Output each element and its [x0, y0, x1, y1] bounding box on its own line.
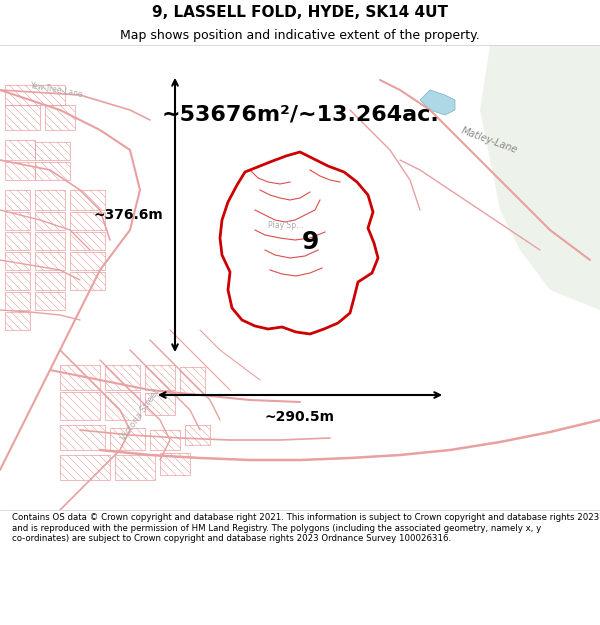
Text: Victoria Street: Victoria Street: [119, 388, 161, 442]
Text: 9, LASSELL FOLD, HYDE, SK14 4UT: 9, LASSELL FOLD, HYDE, SK14 4UT: [152, 5, 448, 20]
Text: Map shows position and indicative extent of the property.: Map shows position and indicative extent…: [120, 29, 480, 42]
Bar: [110, 428, 145, 450]
Bar: [5, 162, 35, 180]
Bar: [5, 252, 30, 270]
Bar: [35, 190, 65, 210]
Bar: [115, 455, 155, 480]
Bar: [5, 190, 30, 210]
Text: ~53676m²/~13.264ac.: ~53676m²/~13.264ac.: [161, 105, 439, 125]
Bar: [35, 252, 65, 270]
Bar: [5, 312, 30, 330]
Bar: [35, 212, 65, 230]
Bar: [70, 232, 105, 250]
Bar: [35, 142, 70, 160]
Bar: [35, 162, 70, 180]
Bar: [160, 453, 190, 475]
Text: Contains OS data © Crown copyright and database right 2021. This information is : Contains OS data © Crown copyright and d…: [12, 514, 599, 543]
Polygon shape: [480, 45, 600, 310]
Bar: [5, 85, 65, 105]
Bar: [60, 455, 110, 480]
Text: Play Sp...: Play Sp...: [268, 221, 303, 229]
Bar: [105, 365, 140, 390]
Bar: [105, 392, 140, 420]
Bar: [35, 272, 65, 290]
Text: Matley-Lane: Matley-Lane: [460, 125, 519, 155]
Bar: [70, 190, 105, 210]
Bar: [60, 392, 100, 420]
Bar: [150, 430, 180, 450]
Bar: [145, 393, 175, 415]
Polygon shape: [420, 90, 455, 115]
Bar: [70, 212, 105, 230]
Text: ~376.6m: ~376.6m: [93, 208, 163, 222]
Text: ~290.5m: ~290.5m: [265, 410, 335, 424]
Bar: [35, 292, 65, 310]
Bar: [180, 367, 205, 395]
Bar: [185, 425, 210, 445]
Bar: [70, 252, 105, 270]
Bar: [35, 232, 65, 250]
Bar: [145, 365, 175, 390]
Bar: [45, 105, 75, 130]
Bar: [5, 140, 35, 160]
Bar: [60, 365, 100, 390]
Bar: [5, 292, 30, 310]
Text: 9: 9: [301, 230, 319, 254]
Bar: [70, 272, 105, 290]
Bar: [5, 212, 30, 230]
Bar: [5, 272, 30, 290]
Bar: [5, 232, 30, 250]
Bar: [60, 425, 105, 450]
Text: Yew-Tree-Lane: Yew-Tree-Lane: [30, 81, 85, 99]
Bar: [5, 105, 40, 130]
